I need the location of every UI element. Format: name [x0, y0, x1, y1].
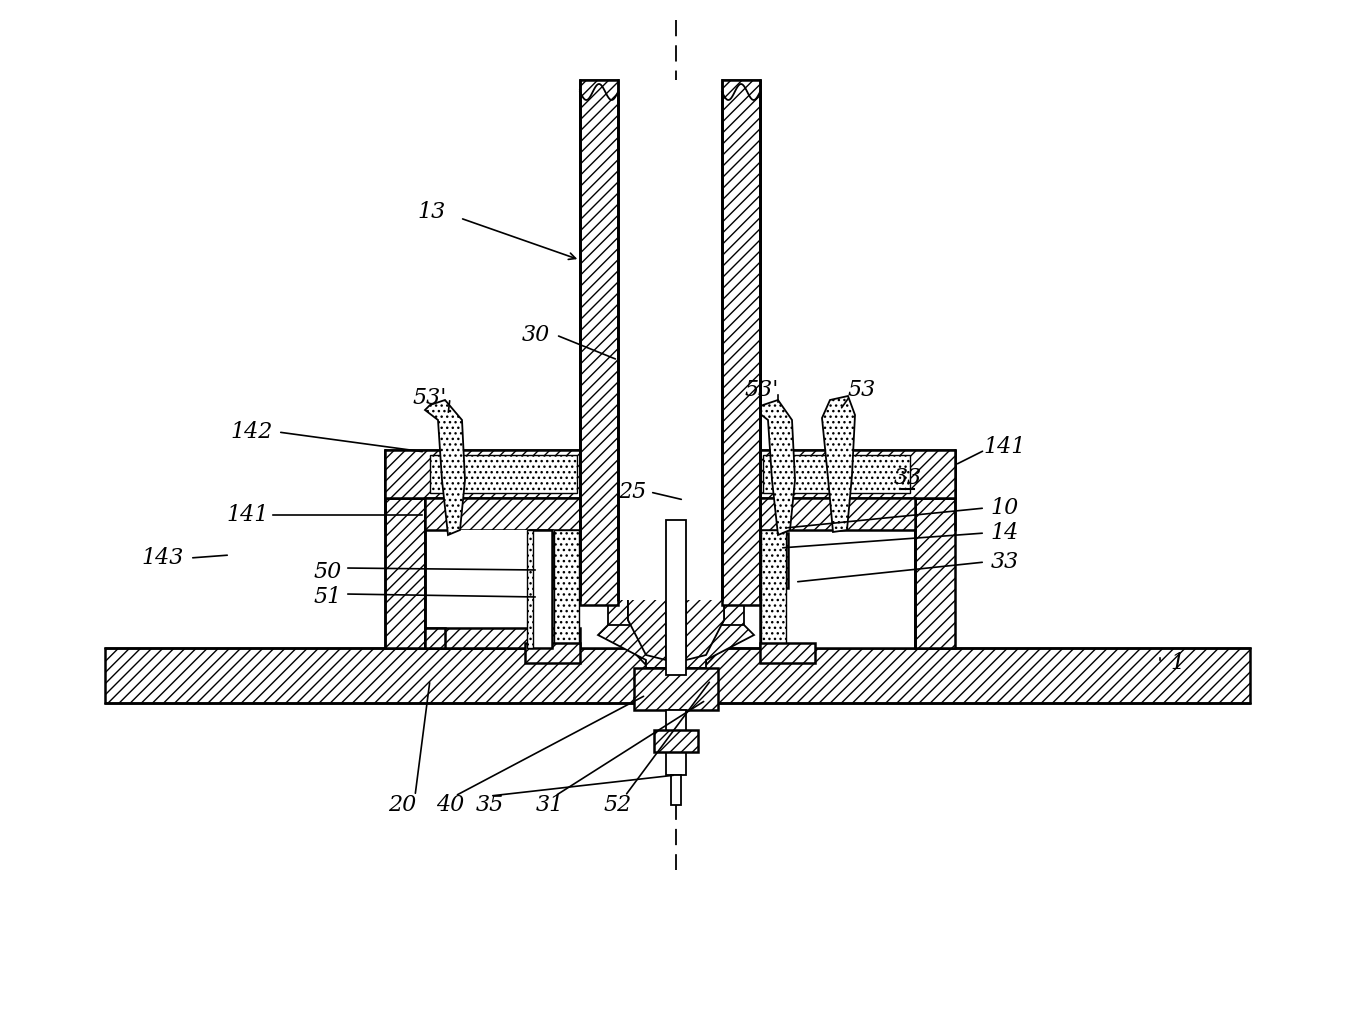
Bar [722, 80, 760, 605]
Text: 25: 25 [618, 481, 646, 503]
Bar [552, 533, 580, 588]
Bar [667, 520, 685, 675]
Bar [448, 530, 580, 648]
Bar [790, 498, 915, 648]
Bar [618, 80, 722, 600]
Bar [654, 730, 698, 752]
Bar [915, 498, 955, 648]
Polygon shape [627, 540, 667, 660]
Polygon shape [425, 400, 465, 535]
Text: 33: 33 [894, 467, 922, 489]
Bar [527, 530, 533, 648]
Text: 35: 35 [476, 794, 504, 816]
Bar [525, 643, 580, 663]
Bar [385, 498, 425, 648]
Text: 14: 14 [991, 522, 1019, 544]
Text: 10: 10 [991, 497, 1019, 519]
Text: 33: 33 [991, 551, 1019, 573]
Bar [763, 455, 910, 493]
Text: 52: 52 [604, 794, 633, 816]
Bar [667, 710, 685, 775]
Bar [618, 80, 722, 600]
Text: 31: 31 [535, 794, 564, 816]
Text: 30: 30 [522, 324, 550, 346]
Bar [430, 455, 577, 493]
Text: 53': 53' [745, 379, 779, 401]
Polygon shape [685, 540, 725, 660]
Text: 142: 142 [231, 421, 273, 443]
Text: 53: 53 [848, 379, 876, 401]
Polygon shape [754, 400, 795, 535]
Bar [425, 498, 580, 530]
Text: 141: 141 [984, 436, 1026, 458]
Bar [760, 643, 815, 663]
Polygon shape [608, 530, 656, 665]
Polygon shape [598, 625, 754, 668]
Bar [722, 80, 760, 600]
Bar [634, 668, 718, 710]
Bar [550, 498, 675, 648]
Bar [760, 450, 955, 498]
Bar [105, 648, 1251, 703]
Bar [385, 450, 580, 498]
Text: 13: 13 [418, 201, 446, 223]
Text: 143: 143 [142, 547, 184, 569]
Text: 141: 141 [227, 504, 269, 526]
Bar [761, 530, 786, 645]
Bar [554, 530, 579, 645]
Bar [531, 532, 550, 646]
Bar [425, 498, 580, 648]
Bar [671, 775, 681, 805]
Bar [760, 498, 915, 530]
Text: 1: 1 [1171, 652, 1186, 674]
Bar [425, 629, 580, 648]
Text: 51: 51 [314, 586, 342, 608]
Bar [530, 530, 552, 648]
Bar [580, 80, 618, 605]
Polygon shape [696, 530, 744, 665]
Text: 50: 50 [314, 561, 342, 583]
Text: 53': 53' [412, 387, 448, 409]
Bar [425, 629, 445, 648]
Polygon shape [822, 396, 854, 532]
Text: 40: 40 [435, 794, 464, 816]
Text: 20: 20 [388, 794, 416, 816]
Bar [580, 80, 618, 600]
Bar [760, 533, 788, 588]
